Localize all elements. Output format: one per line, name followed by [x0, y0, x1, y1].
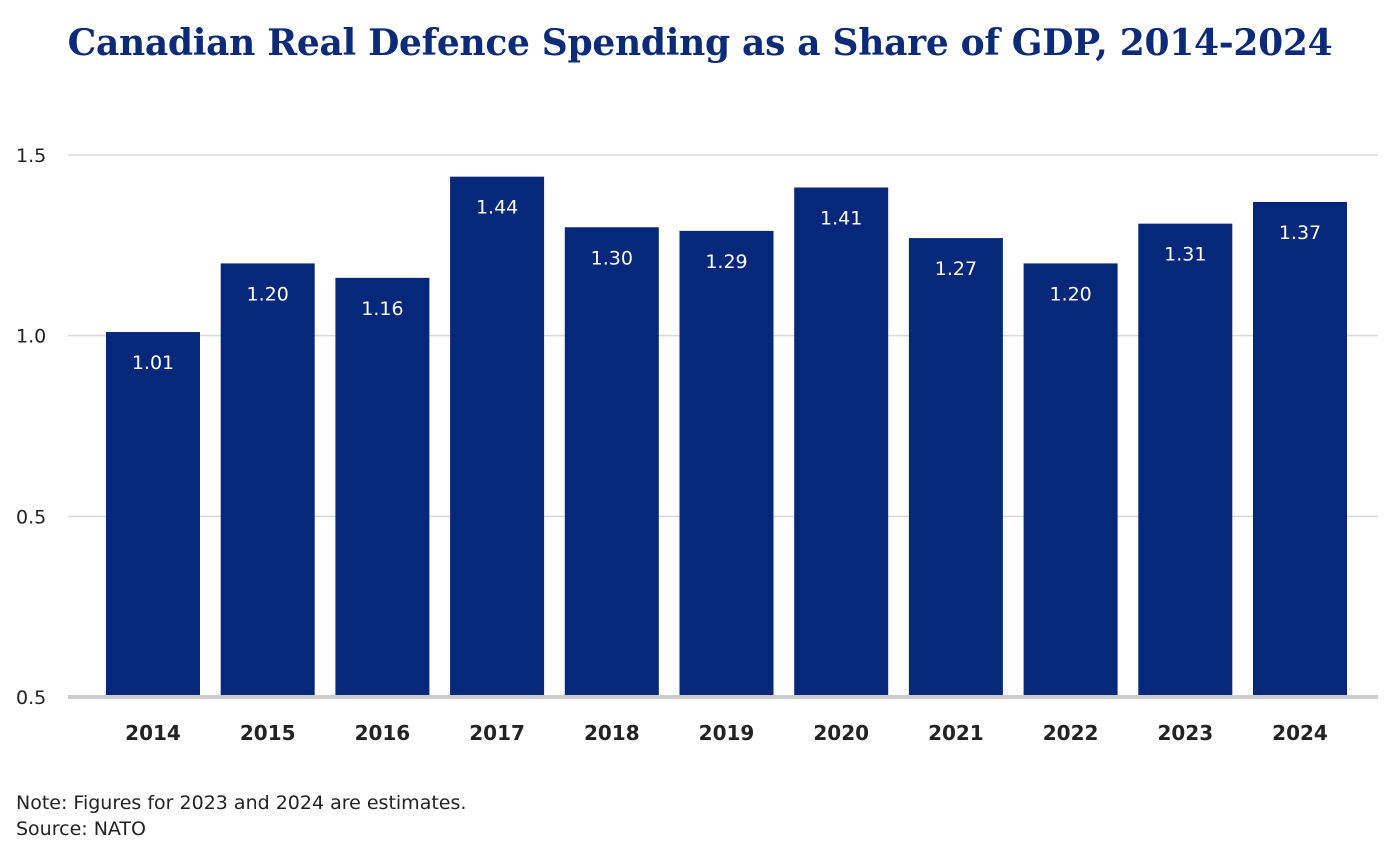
x-tick-label: 2022 — [1043, 721, 1099, 745]
bar-value-label: 1.31 — [1164, 244, 1206, 266]
bar-value-label: 1.37 — [1279, 222, 1321, 244]
source-text: Source: NATO — [16, 818, 146, 840]
bar — [564, 227, 659, 697]
bar — [106, 332, 200, 697]
bar-value-label: 1.27 — [935, 258, 977, 280]
y-tick-label: 1.5 — [16, 145, 46, 167]
x-tick-label: 2017 — [469, 721, 525, 745]
bar-value-label: 1.01 — [132, 352, 174, 374]
note-text: Note: Figures for 2023 and 2024 are esti… — [16, 792, 467, 814]
bar-value-label: 1.16 — [361, 298, 403, 320]
x-tick-label: 2024 — [1272, 721, 1328, 745]
chart-title: Canadian Real Defence Spending as a Shar… — [67, 22, 1333, 64]
bar — [1253, 201, 1347, 697]
bar — [679, 230, 774, 697]
x-tick-label: 2015 — [240, 721, 296, 745]
chart-notes: Note: Figures for 2023 and 2024 are esti… — [16, 790, 466, 842]
x-tick-label: 2023 — [1157, 721, 1213, 745]
bar-chart: 0.5 0.5 1.0 1.5 1.01 2014 1.20 2015 1.16 2016 1.44… — [16, 145, 1378, 745]
x-tick-label: 2018 — [584, 721, 640, 745]
x-tick-label: 2020 — [813, 721, 869, 745]
x-tick-label: 2021 — [928, 721, 984, 745]
bar-value-label: 1.30 — [591, 247, 633, 269]
bar-value-label: 1.41 — [820, 208, 862, 230]
bar — [1023, 263, 1118, 697]
x-tick-label: 2019 — [699, 721, 755, 745]
bar — [335, 277, 430, 697]
y-tick-label: 0.5 — [16, 506, 46, 528]
bar — [220, 263, 315, 697]
bar — [908, 238, 1003, 697]
bar — [1138, 223, 1233, 698]
y-tick-label: 0.5 — [16, 687, 46, 709]
bar — [794, 187, 889, 697]
bar-value-label: 1.29 — [705, 251, 747, 273]
bar-value-label: 1.20 — [1049, 283, 1091, 305]
y-tick-label: 1.0 — [16, 326, 46, 348]
x-tick-label: 2016 — [355, 721, 411, 745]
x-tick-label: 2014 — [125, 721, 181, 745]
bar — [450, 176, 545, 697]
bar-value-label: 1.44 — [476, 197, 518, 219]
bar-value-label: 1.20 — [247, 283, 289, 305]
